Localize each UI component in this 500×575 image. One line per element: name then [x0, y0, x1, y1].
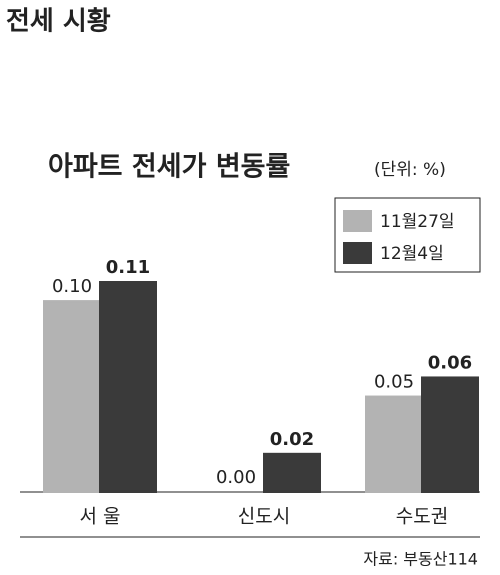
legend-swatch	[343, 210, 372, 232]
value-label: 0.00	[216, 467, 256, 488]
legend-label: 11월27일	[380, 212, 455, 232]
legend-box	[334, 197, 481, 273]
bar	[365, 395, 423, 493]
chart-subtitle: (단위: %)	[374, 160, 446, 180]
x-tick-label: 수도권	[396, 506, 448, 528]
bar	[421, 376, 479, 494]
bar	[43, 300, 101, 493]
x-tick-label: 서 울	[80, 506, 121, 528]
value-label: 0.10	[52, 276, 92, 297]
x-tick-label: 신도시	[238, 506, 290, 528]
legend-swatch	[343, 242, 372, 264]
bar	[99, 281, 157, 493]
value-label: 0.11	[106, 257, 150, 278]
bar	[263, 452, 321, 493]
source: 자료: 부동산114	[363, 550, 478, 569]
chart-title: 아파트 전세가 변동률	[48, 152, 290, 183]
page-title: 전세 시황	[6, 7, 111, 37]
value-label: 0.06	[428, 352, 472, 373]
legend-label: 12월4일	[380, 244, 444, 264]
value-label: 0.02	[270, 429, 314, 450]
value-label: 0.05	[374, 372, 414, 393]
